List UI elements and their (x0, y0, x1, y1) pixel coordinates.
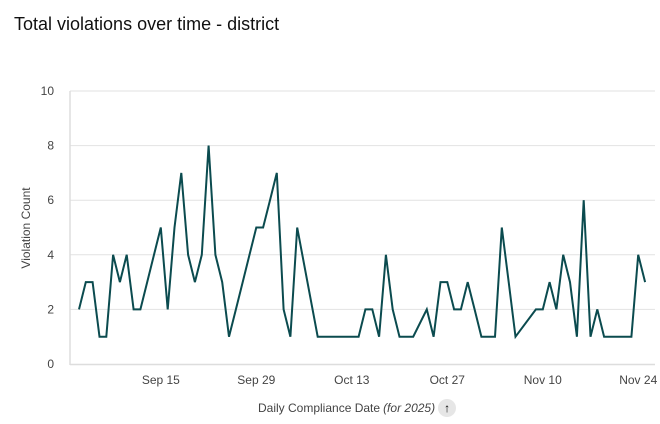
y-tick-label: 4 (47, 248, 54, 262)
y-tick-label: 8 (47, 139, 54, 153)
gridlines (70, 90, 655, 310)
x-tick-label: Nov 10 (524, 373, 562, 387)
y-tick-label: 2 (47, 302, 54, 316)
x-axis-label: Daily Compliance Date (for 2025) ↑ (258, 399, 457, 417)
y-tick-label: 0 (47, 357, 54, 371)
series-line-violation-count (78, 145, 647, 340)
y-tick-label: 10 (41, 84, 55, 98)
y-axis-ticks: 0 2 4 6 8 10 (41, 84, 55, 371)
chart-title: Total violations over time - district (14, 14, 280, 34)
x-tick-label: Oct 27 (430, 373, 466, 387)
x-tick-label: Sep 15 (142, 373, 180, 387)
x-tick-label: Nov 24 (619, 373, 657, 387)
x-axis-ticks: Sep 15 Sep 29 Oct 13 Oct 27 Nov 10 Nov 24 (142, 373, 658, 387)
data-points (78, 145, 646, 338)
y-tick-label: 6 (47, 193, 54, 207)
arrow-up-icon[interactable]: ↑ (438, 399, 457, 417)
x-tick-label: Sep 29 (237, 373, 275, 387)
x-axis-title: Daily Compliance Date (258, 401, 381, 415)
x-tick-label: Oct 13 (334, 373, 370, 387)
y-axis-label: Violation Count (19, 187, 33, 269)
x-axis-note: (for 2025) (383, 401, 436, 415)
